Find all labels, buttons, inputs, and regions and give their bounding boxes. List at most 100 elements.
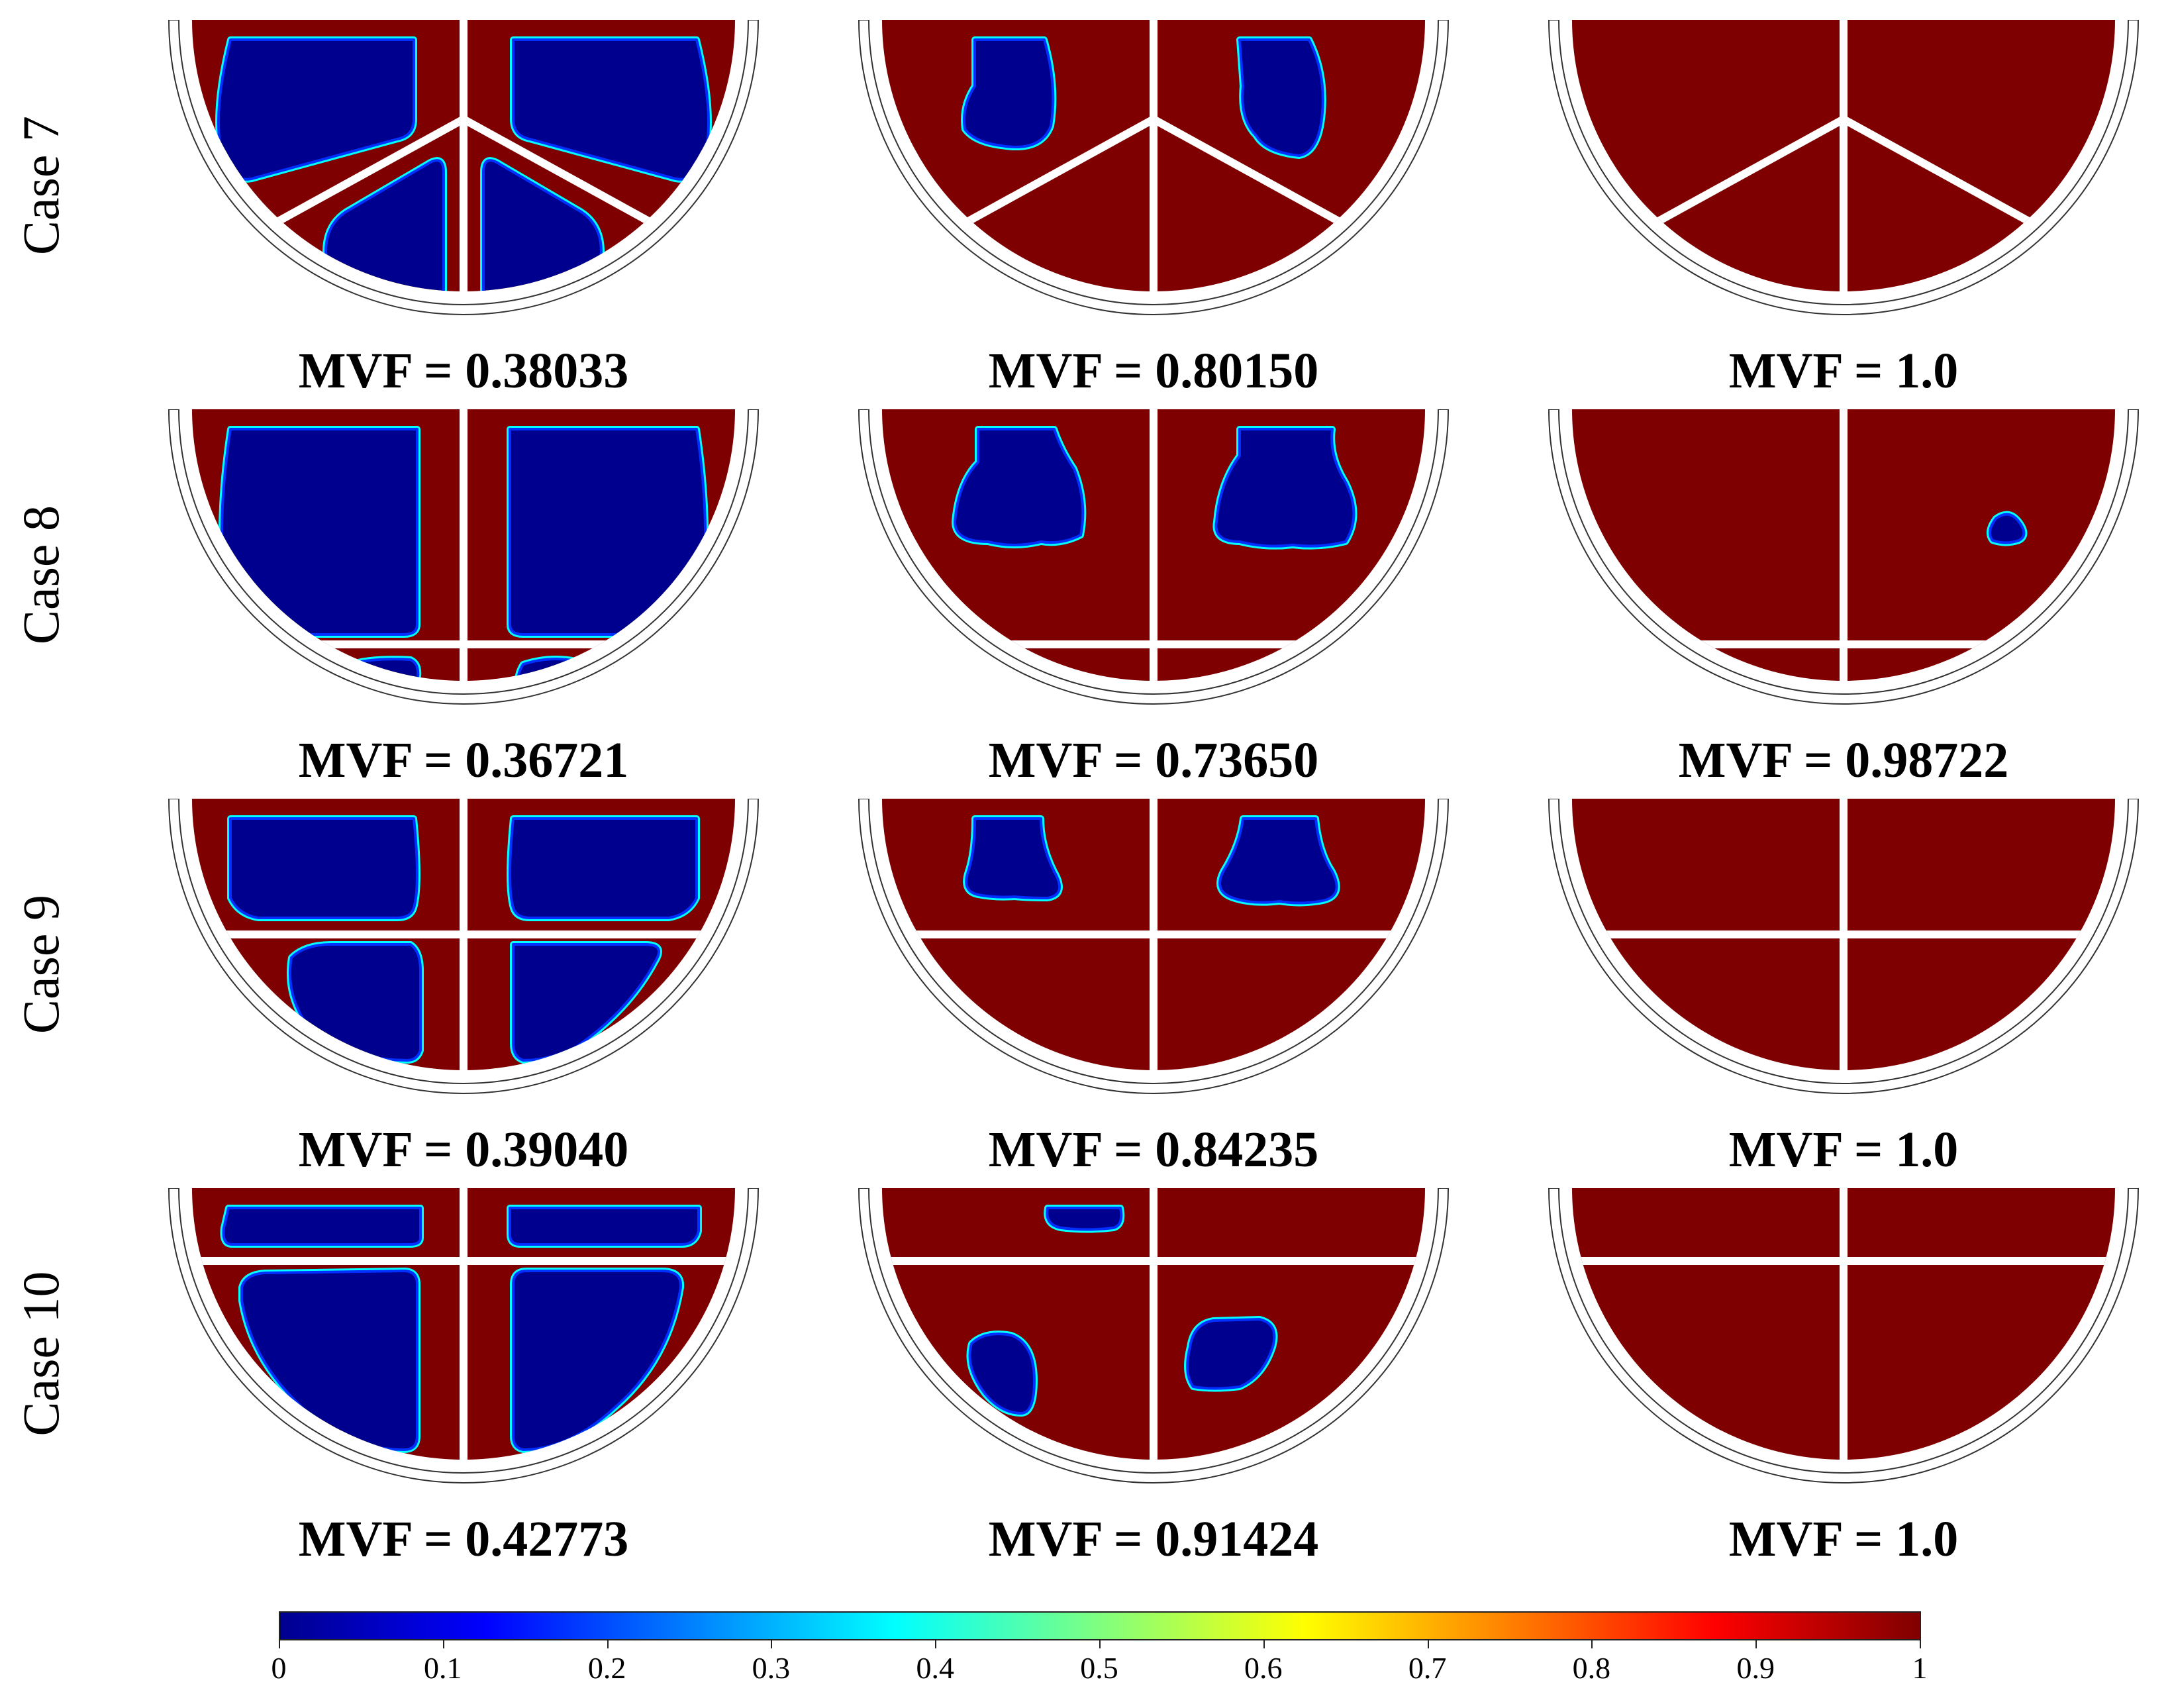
colorbar-tick-label: 0.4	[916, 1651, 954, 1685]
solid-pcm-region	[229, 817, 419, 919]
casing-ring	[168, 20, 759, 315]
contour-panel	[152, 1188, 775, 1483]
casing-ring	[858, 20, 1449, 315]
solid-pcm-region	[512, 1270, 683, 1451]
casing-ring	[1548, 799, 2139, 1094]
fin-right-branch	[1842, 115, 2047, 234]
casing-ring	[868, 799, 1439, 1084]
casing-ring	[858, 409, 1449, 705]
solid-pcm-region	[968, 1332, 1036, 1415]
contour-panel	[152, 409, 775, 705]
melt-fraction-contour	[1548, 409, 2139, 705]
solid-pcm-region	[1218, 817, 1338, 905]
fins	[1640, 20, 2047, 291]
casing-ring	[868, 409, 1439, 695]
contour-panel	[1532, 20, 2155, 315]
mvf-label: MVF = 0.91424	[988, 1511, 1319, 1567]
casing-ring	[178, 20, 749, 305]
solid-pcm-region	[1046, 1207, 1123, 1231]
casing-ring	[1558, 20, 2129, 305]
contour-panel	[1532, 799, 2155, 1094]
mvf-label: MVF = 0.80150	[988, 343, 1319, 399]
colorbar	[279, 1611, 1921, 1640]
casing-ring	[1548, 409, 2139, 705]
melt-fraction-contour	[168, 1188, 759, 1483]
colorbar-tick	[1099, 1640, 1101, 1648]
colorbar-tick-label: 0.8	[1572, 1651, 1611, 1685]
mvf-label: MVF = 0.39040	[298, 1122, 629, 1178]
colorbar-tick	[1920, 1640, 1921, 1648]
casing-ring	[1548, 20, 2139, 315]
solid-pcm-region	[1238, 38, 1324, 157]
contour-panel	[152, 799, 775, 1094]
mvf-label: MVF = 0.98722	[1678, 732, 2009, 788]
solid-pcm-region	[289, 943, 422, 1062]
mvf-label: MVF = 0.38033	[298, 343, 629, 399]
mvf-label: MVF = 1.0	[1728, 343, 1959, 399]
solid-pcm-region	[240, 1270, 419, 1451]
solid-pcm-region	[509, 1207, 700, 1246]
solid-pcm-region	[350, 658, 420, 681]
colorbar-tick-label: 0.9	[1736, 1651, 1775, 1685]
melt-fraction-contour	[858, 409, 1449, 705]
casing-ring	[1558, 409, 2129, 695]
melt-fraction-contour	[1548, 1188, 2139, 1483]
melt-fraction-contour	[168, 409, 759, 705]
colorbar-tick	[279, 1640, 280, 1648]
fins	[882, 1188, 1425, 1460]
colorbar-tick-label: 0.1	[424, 1651, 462, 1685]
melt-fraction-contour	[858, 799, 1449, 1094]
fin-left-branch	[950, 115, 1156, 234]
colorbar-tick-label: 0	[271, 1651, 287, 1685]
contour-panel	[1532, 1188, 2155, 1483]
colorbar-tick-label: 0.2	[587, 1651, 626, 1685]
fins	[1572, 1188, 2115, 1460]
solid-pcm-region	[512, 943, 660, 1062]
solid-pcm-region	[1186, 1318, 1276, 1390]
contour-panel	[842, 799, 1465, 1094]
colorbar-tick-label: 0.5	[1080, 1651, 1118, 1685]
solid-pcm-region	[1214, 428, 1356, 548]
colorbar-tick-label: 0.3	[752, 1651, 791, 1685]
fins	[260, 20, 667, 291]
row-label-text: Case 8	[12, 505, 70, 645]
fins	[192, 799, 735, 1070]
colorbar-tick	[1591, 1640, 1593, 1648]
row-label-text: Case 10	[12, 1271, 70, 1436]
mvf-label: MVF = 1.0	[1728, 1122, 1959, 1178]
fins	[950, 20, 1357, 291]
colorbar-tick	[1263, 1640, 1265, 1648]
casing-ring	[1558, 1188, 2129, 1474]
colorbar-tick	[935, 1640, 937, 1648]
melt-fraction-contour	[1548, 20, 2139, 315]
casing-ring	[168, 1188, 759, 1483]
solid-pcm-region	[509, 428, 707, 636]
solid-pcm-region	[963, 38, 1055, 148]
fins	[192, 1188, 735, 1460]
casing-ring	[178, 1188, 749, 1474]
colorbar-tick	[771, 1640, 773, 1648]
row-label-text: Case 7	[12, 115, 70, 256]
solid-pcm-region	[509, 817, 698, 919]
fins	[882, 799, 1425, 1070]
solid-pcm-region	[222, 1207, 422, 1246]
casing-ring	[1558, 799, 2129, 1084]
casing-ring	[868, 1188, 1439, 1474]
casing-ring	[1548, 1188, 2139, 1483]
solid-pcm-region	[220, 428, 419, 636]
colorbar-tick	[607, 1640, 609, 1648]
casing-ring	[858, 799, 1449, 1094]
colorbar-tick	[442, 1640, 444, 1648]
mvf-label: MVF = 0.42773	[298, 1511, 629, 1567]
colorbar-tick	[1427, 1640, 1429, 1648]
fin-left-branch	[1640, 115, 1846, 234]
contour-panel	[152, 20, 775, 315]
fin-right-branch	[462, 115, 667, 234]
casing-ring	[168, 799, 759, 1094]
fin-right-branch	[1152, 115, 1357, 234]
mvf-label: MVF = 0.73650	[988, 732, 1319, 788]
mvf-label: MVF = 0.36721	[298, 732, 629, 788]
colorbar-tick-label: 0.6	[1244, 1651, 1283, 1685]
melt-fraction-contour	[168, 799, 759, 1094]
